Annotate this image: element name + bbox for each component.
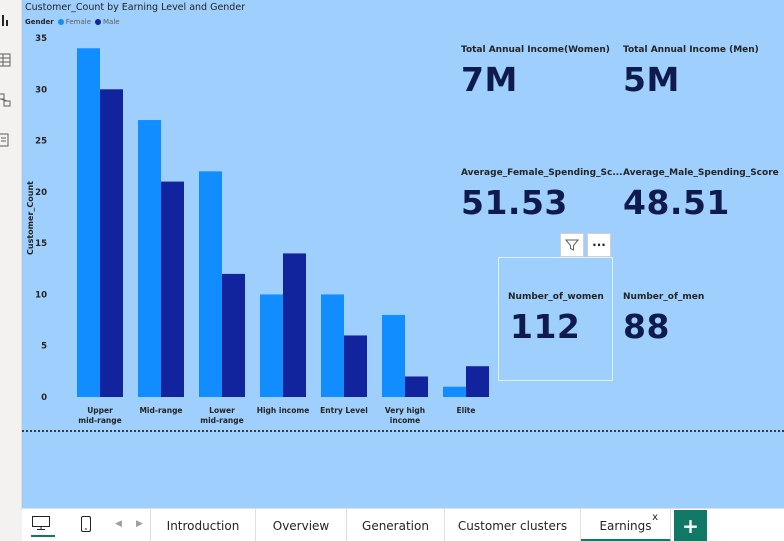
divider-line [22,430,784,432]
bar-male[interactable] [161,181,184,397]
x-category-label: Mid-range [139,406,182,415]
bar-female[interactable] [443,386,466,397]
desktop-layout-button[interactable] [31,515,55,537]
tab-label-earnings: Earnings [599,519,652,533]
x-category-label: Very high [385,406,425,415]
tab-customer-clusters[interactable]: Customer clusters [445,509,581,541]
monitor-icon [32,516,50,530]
bar-male[interactable] [405,376,428,397]
card-value-avg-male: 48.51 [623,183,730,222]
card-title-num-women: Number_of_women [508,292,604,302]
tab-label-customer-clusters: Customer clusters [457,518,568,533]
report-canvas: Customer_Count by Earning Level and Gend… [22,0,784,508]
tab-label-generation: Generation [362,518,429,533]
tab-close-icon[interactable]: x [652,512,658,523]
legend-item-male[interactable]: Male [95,18,120,26]
bar-chart: Customer_Count05101520253035Uppermid-ran… [26,34,489,425]
prev-page-arrow-icon[interactable]: ◀ [115,519,122,529]
tab-earnings[interactable]: Earnings x [581,509,671,541]
bar-female[interactable] [260,294,283,397]
legend-label-female: Female [65,18,91,26]
chart-legend: Gender Female Male [25,18,120,26]
legend-dot-male [95,19,101,25]
bar-male[interactable] [283,253,306,397]
y-tick-label: 10 [35,290,47,300]
tab-generation[interactable]: Generation [347,509,445,541]
card-title-income-women: Total Annual Income(Women) [461,45,610,55]
y-tick-label: 20 [35,188,47,198]
y-tick-label: 35 [35,34,47,44]
mobile-layout-button[interactable] [80,515,96,537]
selected-visual-frame[interactable] [498,257,613,381]
x-category-label: income [390,416,420,425]
filter-button[interactable] [560,233,584,257]
phone-icon [81,516,91,532]
card-title-avg-female: Average_Female_Spending_Sc... [461,168,623,178]
next-page-arrow-icon[interactable]: ▶ [136,519,143,529]
card-value-num-men: 88 [623,307,670,346]
add-page-button[interactable]: + [674,510,707,541]
y-tick-label: 15 [35,239,47,249]
bar-male[interactable] [344,335,367,397]
legend-item-female[interactable]: Female [57,18,91,26]
y-tick-label: 5 [41,342,47,352]
bar-female[interactable] [321,294,344,397]
card-title-income-men: Total Annual Income (Men) [623,45,759,55]
card-value-num-women: 112 [510,307,581,346]
x-category-label: Entry Level [320,406,368,415]
chart-title: Customer_Count by Earning Level and Gend… [25,2,246,13]
card-title-num-men: Number_of_men [623,292,705,302]
y-axis-title: Customer_Count [26,181,35,255]
left-rail [0,0,22,510]
x-category-label: Lower [209,406,235,415]
table-view-icon[interactable] [0,52,12,68]
report-view-icon[interactable] [0,12,12,28]
x-category-label: mid-range [200,416,243,425]
x-category-label: Upper [87,406,113,415]
card-value-income-men: 5M [623,60,680,99]
bar-female[interactable] [77,48,100,397]
page-tab-bar: ◀ ▶ Introduction Overview Generation Cus… [22,508,784,541]
model-view-icon[interactable] [0,92,12,108]
y-tick-label: 0 [41,393,47,403]
bar-male[interactable] [222,273,245,397]
bar-female[interactable] [382,314,405,397]
x-category-label: mid-range [78,416,121,425]
tab-overview[interactable]: Overview [256,509,347,541]
legend-label-male: Male [103,18,120,26]
x-category-label: High income [257,406,310,415]
bar-male[interactable] [100,89,123,398]
legend-dot-female [57,19,64,25]
y-tick-label: 30 [35,85,47,95]
bar-female[interactable] [199,171,222,397]
filter-icon [565,239,579,251]
card-value-income-women: 7M [461,60,518,99]
tab-label-introduction: Introduction [166,518,240,533]
tab-label-overview: Overview [272,518,330,533]
x-category-label: Elite [457,406,476,415]
dax-query-icon[interactable] [0,132,12,148]
card-value-avg-female: 51.53 [461,183,568,222]
bar-female[interactable] [138,120,161,398]
more-options-button[interactable]: ··· [587,233,611,257]
y-tick-label: 25 [35,137,47,147]
tab-introduction[interactable]: Introduction [150,509,256,541]
bar-male[interactable] [466,366,489,397]
card-title-avg-male: Average_Male_Spending_Score [623,168,779,178]
legend-title: Gender [25,18,54,26]
